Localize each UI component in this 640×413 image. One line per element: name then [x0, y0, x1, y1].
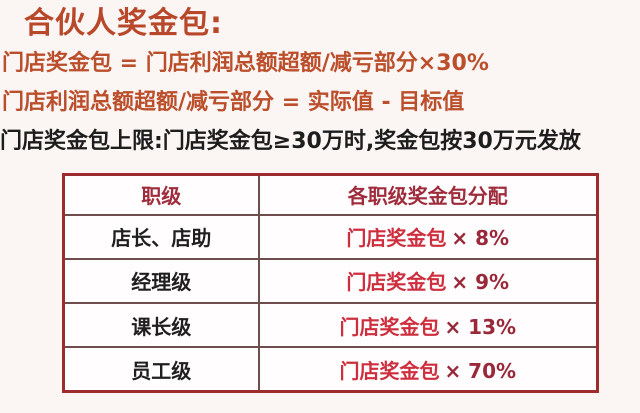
bonus-allocation-table: 职级 各职级奖金包分配 店长、店助 门店奖金包 × 8% 经理级 门店奖金包 × 9… — [62, 173, 599, 393]
allocation-cell: 门店奖金包 × 70% — [257, 346, 599, 393]
allocation-base: 门店奖金包 — [339, 358, 440, 383]
level-cell: 经理级 — [62, 257, 260, 305]
allocation-base: 门店奖金包 — [339, 314, 440, 339]
table-row: 课长级 门店奖金包 × 13% — [62, 301, 599, 349]
level-cell: 员工级 — [62, 346, 260, 393]
level-cell: 店长、店助 — [62, 213, 260, 260]
allocation-multiplier: × 70% — [444, 358, 517, 383]
allocation-multiplier: × 9% — [451, 270, 510, 295]
bonus-cap-rule: 门店奖金包上限:门店奖金包≥30万时,奖金包按30万元发放 — [0, 129, 581, 154]
table-row: 经理级 门店奖金包 × 9% — [62, 257, 599, 305]
allocation-cell: 门店奖金包 × 13% — [257, 301, 599, 349]
allocation-base: 门店奖金包 — [346, 226, 447, 251]
table-header-row: 职级 各职级奖金包分配 — [62, 173, 599, 216]
profit-excess-formula: 门店利润总额超额/减亏部分 = 实际值 - 目标值 — [2, 90, 465, 115]
allocation-multiplier: × 13% — [444, 314, 517, 339]
allocation-base: 门店奖金包 — [346, 270, 447, 295]
level-cell: 课长级 — [62, 301, 260, 349]
header-allocation: 各职级奖金包分配 — [257, 173, 599, 216]
table-row: 店长、店助 门店奖金包 × 8% — [62, 213, 599, 260]
store-bonus-formula: 门店奖金包 = 门店利润总额超额/减亏部分×30% — [2, 51, 489, 76]
allocation-cell: 门店奖金包 × 9% — [257, 257, 599, 305]
allocation-multiplier: × 8% — [451, 226, 510, 251]
header-level: 职级 — [62, 173, 260, 216]
page-title: 合伙人奖金包: — [24, 6, 223, 41]
table-row: 员工级 门店奖金包 × 70% — [62, 346, 599, 393]
allocation-cell: 门店奖金包 × 8% — [257, 213, 599, 260]
